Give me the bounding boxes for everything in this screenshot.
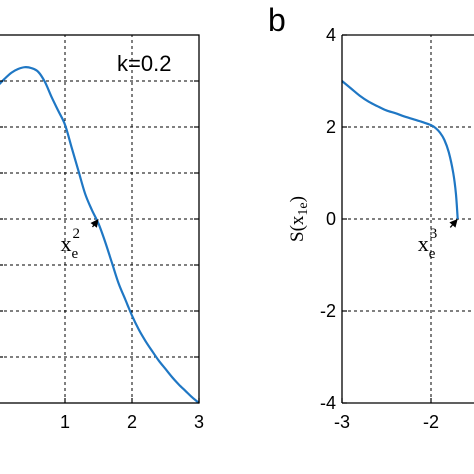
tick-label-x: 1 <box>60 412 70 432</box>
panel-a-grid <box>0 35 199 403</box>
tick-label-x: -2 <box>423 412 439 432</box>
xe2-label-sub: e <box>72 246 79 262</box>
xe3-arrowhead <box>449 219 458 228</box>
panel-b-grid <box>342 35 474 403</box>
panel-a-xe2-marker: x 2 e <box>61 219 99 262</box>
panel-b-y-axis-label: S(x1e) <box>287 196 311 242</box>
xe2-arrowhead <box>90 219 99 228</box>
panel-a-series-line <box>0 66 200 404</box>
panel-a-tick-labels: 1 2 3 <box>60 412 204 432</box>
tick-label-x: 3 <box>194 412 204 432</box>
tick-label-y: 0 <box>326 209 336 229</box>
xe2-label: x <box>61 231 72 256</box>
panel-b-ylabel-close: ) <box>287 196 308 202</box>
panel-b-plot: b -3 -2 4 2 0 -2 -4 S(x1e) x 3 e <box>268 2 474 432</box>
tick-label-y: -4 <box>320 393 336 413</box>
panel-b-tick-marks <box>341 34 432 404</box>
panel-b-xe3-marker: x 3 e <box>418 219 458 262</box>
panel-b-tick-labels: -3 -2 4 2 0 -2 -4 <box>320 25 439 432</box>
xe3-label-sub: e <box>429 246 436 262</box>
xe2-label-sup: 2 <box>73 226 81 242</box>
panel-a-annotation: k=0.2 <box>117 51 171 76</box>
svg-text:S(x1e): S(x1e) <box>287 196 311 242</box>
tick-label-x: -3 <box>334 412 350 432</box>
panel-b-ylabel-sub: 1e <box>296 202 311 215</box>
tick-label-x: 2 <box>127 412 137 432</box>
tick-label-y: 2 <box>326 117 336 137</box>
tick-label-y: -2 <box>320 301 336 321</box>
panel-a-tick-marks <box>0 80 200 403</box>
tick-label-y: 4 <box>326 25 336 45</box>
xe3-label-sup: 3 <box>430 226 438 242</box>
panel-b-ylabel-main: S(x <box>287 215 308 242</box>
panel-b-series-line <box>341 80 459 220</box>
xe3-label: x <box>418 231 429 256</box>
panel-b-letter: b <box>268 2 286 38</box>
